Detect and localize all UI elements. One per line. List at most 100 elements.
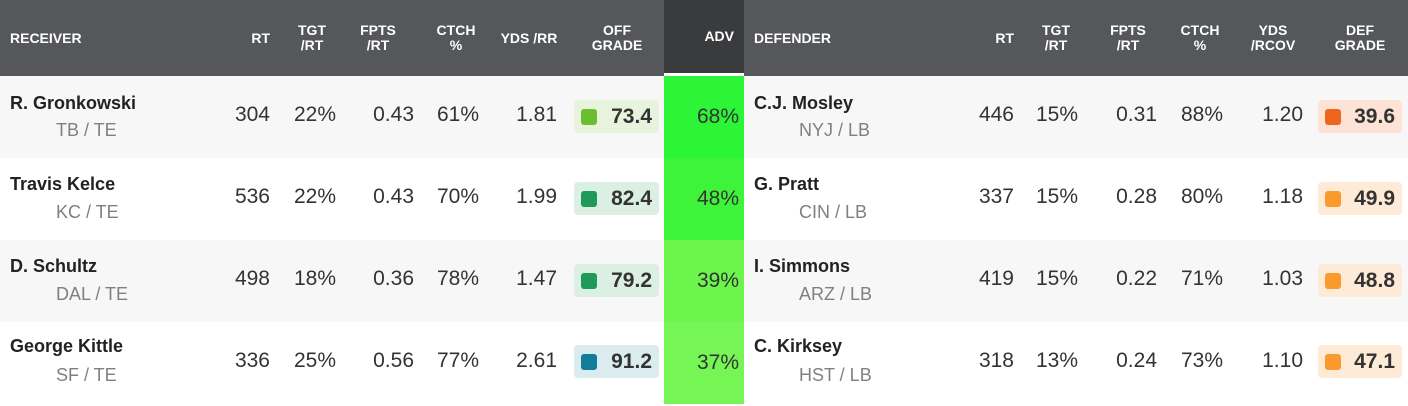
col-header-off-grade[interactable]: OFF GRADE	[591, 22, 643, 53]
defender-yds-rcov: 1.20	[1262, 103, 1303, 126]
col-header-rt[interactable]: RT	[251, 29, 270, 46]
adv-cell: 48%	[664, 158, 744, 240]
col-header-def-rt[interactable]: RT	[995, 29, 1014, 46]
grade-color-square	[1325, 190, 1341, 207]
receiver-yds-rr: 1.99	[516, 185, 557, 208]
adv-cell: 37%	[664, 322, 744, 404]
adv-cell: 68%	[664, 76, 744, 158]
col-header-yds-rr[interactable]: YDS /RR	[500, 29, 558, 46]
off-grade-badge: 73.4	[574, 100, 659, 133]
col-header-receiver[interactable]: RECEIVER	[10, 29, 82, 46]
receiver-name[interactable]: R. Gronkowski	[10, 93, 137, 113]
off-grade-value: 82.4	[611, 186, 652, 210]
def-grade-value: 47.1	[1354, 349, 1395, 373]
receiver-ctch: 70%	[436, 185, 479, 208]
col-header-def-grade[interactable]: DEF GRADE	[1334, 22, 1386, 53]
receiver-tgt-rt: 25%	[293, 349, 336, 372]
col-header-defender[interactable]: DEFENDER	[754, 29, 832, 46]
grade-color-square	[581, 272, 597, 289]
defender-rt: 419	[978, 267, 1014, 290]
receiver-rt: 498	[234, 267, 270, 290]
off-grade-value: 73.4	[611, 104, 652, 128]
receiver-yds-rr: 1.81	[516, 103, 557, 126]
receiver-rt: 304	[234, 103, 270, 126]
receiver-fpts-rt: 0.43	[373, 185, 414, 208]
def-grade-badge: 48.8	[1318, 264, 1402, 297]
receiver-team: DAL / TE	[56, 284, 129, 304]
table-row[interactable]: George Kittle SF / TE 336 25% 0.56 77% 2…	[0, 322, 1408, 404]
receiver-team: KC / TE	[56, 202, 119, 222]
table-row[interactable]: D. Schultz DAL / TE 498 18% 0.36 78% 1.4…	[0, 240, 1408, 322]
receiver-ctch: 61%	[436, 103, 479, 126]
receiver-ctch: 78%	[436, 267, 479, 290]
defender-team: CIN / LB	[799, 202, 868, 222]
defender-fpts-rt: 0.28	[1116, 185, 1157, 208]
def-grade-badge: 39.6	[1318, 100, 1402, 133]
grade-color-square	[1325, 108, 1341, 125]
table-row[interactable]: R. Gronkowski TB / TE 304 22% 0.43 61% 1…	[0, 76, 1408, 158]
off-grade-value: 79.2	[611, 268, 652, 292]
defender-fpts-rt: 0.24	[1116, 349, 1157, 372]
def-grade-value: 48.8	[1354, 268, 1395, 292]
col-header-tgt-rt[interactable]: TGT /RT	[298, 22, 326, 53]
col-header-fpts-rt[interactable]: FPTS /RT	[360, 22, 396, 53]
def-grade-badge: 49.9	[1318, 182, 1402, 215]
defender-ctch: 73%	[1180, 349, 1223, 372]
receiver-team: TB / TE	[56, 120, 117, 140]
defender-team: NYJ / LB	[799, 120, 871, 140]
defender-rt: 446	[978, 103, 1014, 126]
defender-ctch: 80%	[1180, 185, 1223, 208]
def-grade-badge: 47.1	[1318, 345, 1402, 378]
defender-name[interactable]: G. Pratt	[754, 174, 820, 194]
receiver-rt: 336	[234, 349, 270, 372]
receiver-yds-rr: 1.47	[516, 267, 557, 290]
receiver-ctch: 77%	[436, 349, 479, 372]
receiver-tgt-rt: 18%	[293, 267, 336, 290]
defender-team: HST / LB	[799, 365, 872, 385]
defender-ctch: 71%	[1180, 267, 1223, 290]
col-header-adv[interactable]: ADV	[664, 0, 744, 76]
col-header-yds-rcov[interactable]: YDS /RCOV	[1250, 22, 1296, 53]
defender-tgt-rt: 15%	[1035, 103, 1078, 126]
table-row[interactable]: Travis Kelce KC / TE 536 22% 0.43 70% 1.…	[0, 158, 1408, 240]
grade-color-square	[581, 353, 597, 370]
receiver-team: SF / TE	[56, 365, 117, 385]
defender-ctch: 88%	[1180, 103, 1223, 126]
grade-color-square	[581, 190, 597, 207]
table-header: RECEIVER RT TGT /RT FPTS /RT CTCH % YDS …	[0, 0, 1408, 76]
grade-color-square	[1325, 272, 1341, 289]
defender-team: ARZ / LB	[799, 284, 873, 304]
off-grade-value: 91.2	[611, 349, 652, 373]
grade-color-square	[581, 108, 597, 125]
defender-name[interactable]: I. Simmons	[754, 256, 851, 276]
defender-yds-rcov: 1.18	[1262, 185, 1303, 208]
receiver-name[interactable]: D. Schultz	[10, 256, 98, 276]
col-header-def-tgt-rt[interactable]: TGT /RT	[1042, 22, 1070, 53]
col-header-def-ctch[interactable]: CTCH %	[1180, 22, 1220, 53]
adv-cell: 39%	[664, 240, 744, 322]
defender-name[interactable]: C. Kirksey	[754, 336, 843, 356]
defender-name[interactable]: C.J. Mosley	[754, 93, 854, 113]
defender-yds-rcov: 1.03	[1262, 267, 1303, 290]
receiver-name[interactable]: Travis Kelce	[10, 174, 116, 194]
off-grade-badge: 79.2	[574, 264, 659, 297]
defender-fpts-rt: 0.31	[1116, 103, 1157, 126]
defender-yds-rcov: 1.10	[1262, 349, 1303, 372]
grade-color-square	[1325, 353, 1341, 370]
defender-rt: 337	[978, 185, 1014, 208]
receiver-tgt-rt: 22%	[293, 103, 336, 126]
receiver-name[interactable]: George Kittle	[10, 336, 124, 356]
off-grade-badge: 82.4	[574, 182, 659, 215]
receiver-fpts-rt: 0.43	[373, 103, 414, 126]
def-grade-value: 49.9	[1354, 186, 1395, 210]
receiver-tgt-rt: 22%	[293, 185, 336, 208]
defender-tgt-rt: 15%	[1035, 267, 1078, 290]
defender-tgt-rt: 15%	[1035, 185, 1078, 208]
receiver-fpts-rt: 0.36	[373, 267, 414, 290]
receiver-rt: 536	[234, 185, 270, 208]
col-header-def-fpts-rt[interactable]: FPTS /RT	[1110, 22, 1146, 53]
receiver-yds-rr: 2.61	[516, 349, 557, 372]
off-grade-badge: 91.2	[574, 345, 659, 378]
col-header-ctch[interactable]: CTCH %	[436, 22, 476, 53]
